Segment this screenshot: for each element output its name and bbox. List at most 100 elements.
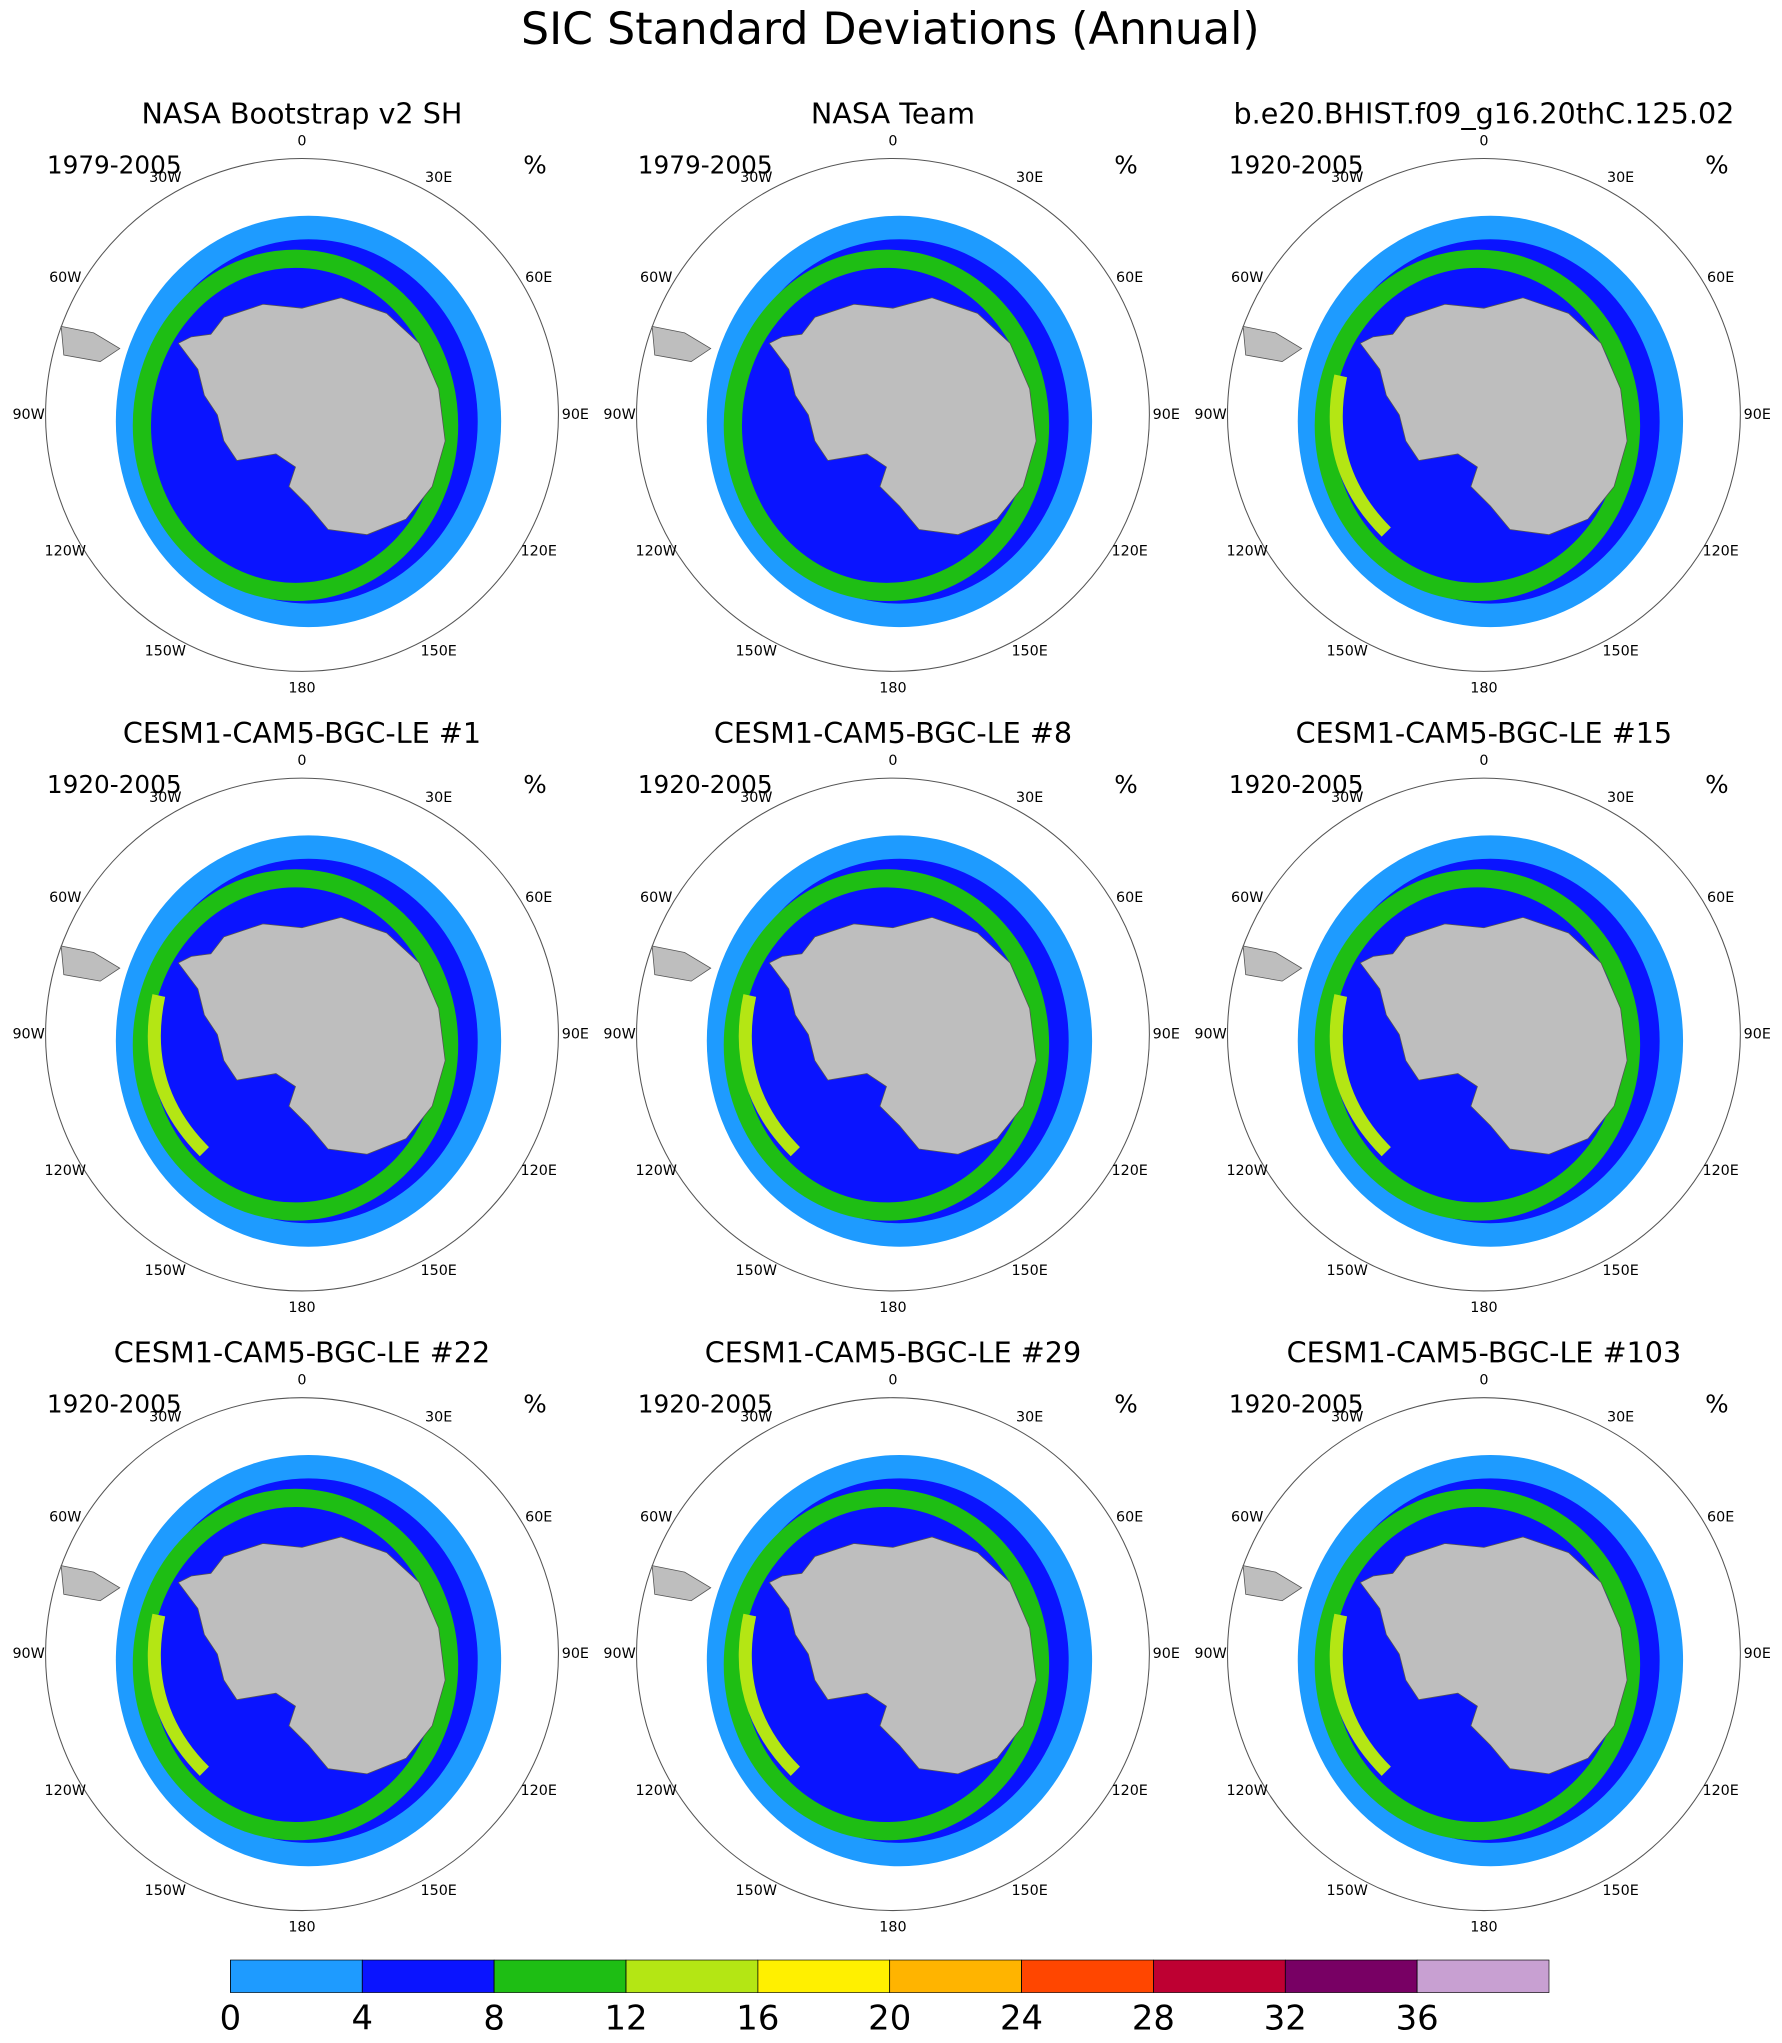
colorbar-label: 36 — [1396, 1998, 1439, 2037]
lon-label: 90W — [603, 1027, 635, 1043]
lon-label: 180 — [1470, 1919, 1497, 1935]
colorbar-box — [1021, 1959, 1154, 1993]
lon-label: 150E — [1011, 1263, 1047, 1279]
lon-label: 60E — [525, 270, 552, 286]
colorbar-label: 28 — [1132, 1998, 1175, 2037]
lon-label: 120W — [636, 544, 677, 560]
panel-title: CESM1-CAM5-BGC-LE #1 — [123, 716, 481, 750]
panel-title: CESM1-CAM5-BGC-LE #15 — [1296, 716, 1672, 750]
lon-label: 150W — [736, 644, 777, 660]
lon-label: 60W — [49, 270, 81, 286]
colorbar-label: 20 — [868, 1998, 911, 2037]
lon-label: 30W — [740, 1409, 772, 1425]
lon-label: 150W — [145, 644, 186, 660]
lon-label: 60E — [1116, 1509, 1143, 1525]
lon-label: 0 — [888, 753, 897, 769]
map-panel: CESM1-CAM5-BGC-LE #103 1920-2005 % 0 30E 60E 9… — [1194, 1336, 1770, 1936]
panel-unit: % — [523, 770, 547, 799]
panel-period: 1920-2005 — [47, 770, 182, 799]
panel-period: 1979-2005 — [638, 150, 773, 179]
panel-unit: % — [1114, 770, 1138, 799]
panel-unit: % — [523, 1389, 547, 1418]
map-panel: NASA Team 1979-2005 % 0 30E 60E 90E 120E 150E 180… — [603, 97, 1179, 697]
map-panel: CESM1-CAM5-BGC-LE #22 1920-2005 % 0 30E 60E 90… — [12, 1336, 588, 1936]
colorbar-label: 8 — [483, 1998, 505, 2037]
lon-label: 120W — [636, 1783, 677, 1799]
ice-ring — [132, 869, 459, 1221]
lon-label: 60W — [1231, 1509, 1263, 1525]
lon-label: 150E — [1602, 644, 1638, 660]
panel-period: 1920-2005 — [638, 1389, 773, 1418]
lon-label: 120W — [45, 544, 86, 560]
lon-label: 150E — [421, 644, 457, 660]
lon-label: 90E — [1744, 1646, 1771, 1662]
lon-label: 120E — [521, 1163, 557, 1179]
ice-ring — [723, 869, 1050, 1221]
lon-label: 30E — [1607, 1409, 1634, 1425]
lon-label: 90W — [1194, 1646, 1226, 1662]
south-america — [1242, 945, 1303, 982]
lon-label: 0 — [1479, 753, 1488, 769]
lon-label: 150E — [421, 1263, 457, 1279]
lon-label: 90W — [1194, 1027, 1226, 1043]
antarctica — [768, 1536, 1037, 1775]
panel-period: 1920-2005 — [638, 770, 773, 799]
map-panel: CESM1-CAM5-BGC-LE #8 1920-2005 % 0 30E 60E 90E… — [603, 716, 1179, 1316]
lon-label: 180 — [288, 1300, 315, 1316]
lon-label: 150E — [421, 1883, 457, 1899]
lon-label: 120E — [521, 544, 557, 560]
lon-label: 60E — [1116, 270, 1143, 286]
lon-label: 30E — [1016, 790, 1043, 806]
lon-label: 30W — [740, 790, 772, 806]
lon-label: 120E — [521, 1783, 557, 1799]
colorbar-box — [1153, 1959, 1286, 1993]
lon-label: 120E — [1112, 544, 1148, 560]
panel-title: NASA Team — [811, 97, 975, 131]
south-america — [1242, 325, 1303, 362]
colorbar-box — [493, 1959, 627, 1993]
panel-period: 1920-2005 — [47, 1389, 182, 1418]
lon-label: 120W — [1226, 544, 1267, 560]
panel-title: CESM1-CAM5-BGC-LE #29 — [705, 1336, 1081, 1370]
panel-unit: % — [1114, 150, 1138, 179]
antarctica — [177, 297, 446, 536]
panel-title: NASA Bootstrap v2 SH — [142, 97, 463, 131]
lon-label: 90E — [1744, 1027, 1771, 1043]
colorbar-box — [361, 1959, 495, 1993]
panel-period: 1920-2005 — [1229, 1389, 1364, 1418]
panel-unit: % — [1705, 1389, 1729, 1418]
panel-unit: % — [523, 150, 547, 179]
antarctica — [1359, 1536, 1628, 1775]
colorbar-label: 16 — [736, 1998, 779, 2037]
antarctica — [177, 916, 446, 1155]
lon-label: 90W — [12, 1646, 44, 1662]
lon-label: 60W — [640, 270, 672, 286]
colorbar-label: 32 — [1264, 1998, 1307, 2037]
lon-label: 120W — [45, 1783, 86, 1799]
lon-label: 150E — [1011, 1883, 1047, 1899]
lon-label: 60E — [1707, 1509, 1734, 1525]
lon-label: 150E — [1602, 1883, 1638, 1899]
antarctica — [768, 916, 1037, 1155]
map-panel: NASA Bootstrap v2 SH 1979-2005 % 0 30E 60E 90E… — [12, 97, 588, 697]
antarctica — [177, 1536, 446, 1775]
lon-label: 90E — [1153, 407, 1180, 423]
lon-label: 150W — [736, 1263, 777, 1279]
ice-ring — [132, 1488, 459, 1841]
lon-label: 30E — [425, 170, 452, 186]
lon-label: 30E — [1607, 790, 1634, 806]
lon-label: 90W — [12, 1027, 44, 1043]
lon-label: 150W — [736, 1883, 777, 1899]
ice-high — [738, 1613, 800, 1776]
lon-label: 30W — [1331, 170, 1363, 186]
south-america — [651, 325, 712, 362]
lon-label: 120W — [45, 1163, 86, 1179]
south-america — [651, 945, 712, 982]
lon-label: 60W — [640, 890, 672, 906]
panel-title: CESM1-CAM5-BGC-LE #8 — [714, 716, 1072, 750]
lon-label: 30W — [149, 170, 181, 186]
lon-label: 150E — [1011, 644, 1047, 660]
panel-title: b.e20.BHIST.f09_g16.20thC.125.02 — [1233, 97, 1734, 131]
lon-label: 90E — [1153, 1646, 1180, 1662]
lon-label: 90E — [562, 407, 589, 423]
